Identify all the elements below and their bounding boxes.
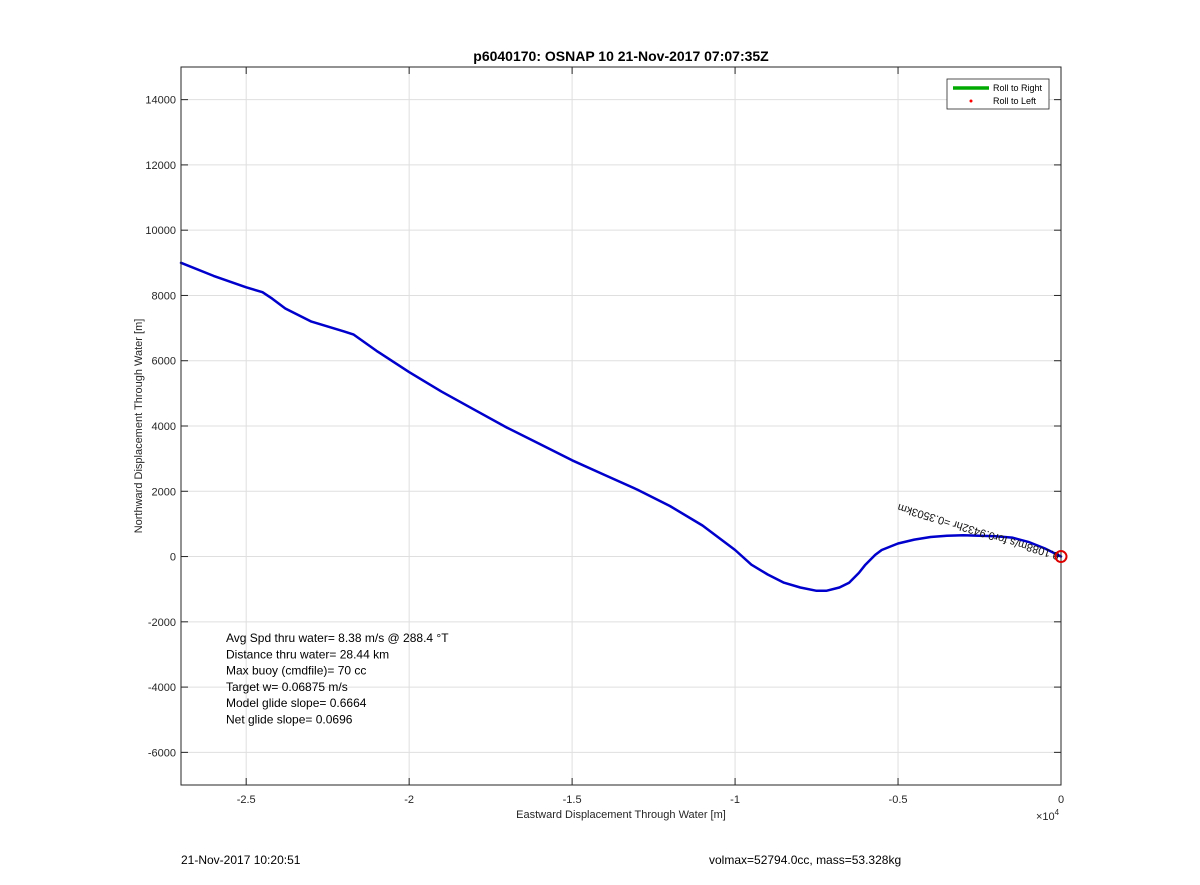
y-tick-label: 14000 [145,95,176,107]
x-exponent-base: ×10 [1036,811,1055,823]
x-tick-label: -2 [404,794,414,806]
x-axis-label: Eastward Displacement Through Water [m] [516,809,726,821]
legend-roll-right-label: Roll to Right [993,83,1043,93]
grid [181,67,1062,785]
x-tick-label: -2.5 [237,794,256,806]
footer-timestamp: 21-Nov-2017 10:20:51 [181,853,301,867]
y-tick-label: 10000 [145,225,176,237]
y-tick-label: 6000 [152,356,176,368]
legend: Roll to Right Roll to Left [946,78,1050,110]
legend-roll-left-swatch [969,99,973,103]
track-line [179,261,1063,593]
series-layer [179,261,1063,593]
x-exponent-power: 4 [1055,808,1060,817]
stats-line: Avg Spd thru water= 8.38 m/s @ 288.4 °T [226,631,449,645]
y-tick-label: 0 [170,552,176,564]
stats-line: Net glide slope= 0.0696 [226,713,353,727]
stats-line: Max buoy (cmdfile)= 70 cc [226,664,366,678]
svg-text:×104: ×104 [1036,808,1060,823]
x-tick-label: -0.5 [889,794,908,806]
stats-line: Model glide slope= 0.6664 [226,696,367,710]
y-tick-label: 12000 [145,160,176,172]
footer-mass-info: volmax=52794.0cc, mass=53.328kg [709,853,902,867]
y-axis-label: Northward Displacement Through Water [m] [133,319,145,534]
stats-line: Target w= 0.06875 m/s [226,680,348,694]
y-tick-label: -6000 [148,747,176,759]
axis-ticks: -2.5 -2 -1.5 -1 -0.5 0 -6000 -4000 -2000 0 2000 400… [145,67,1064,806]
x-tick-label: -1 [730,794,740,806]
y-tick-label: -4000 [148,682,176,694]
x-tick-label: -1.5 [563,794,582,806]
y-tick-label: -2000 [148,617,176,629]
y-tick-label: 2000 [152,486,176,498]
stats-line: Distance thru water= 28.44 km [226,647,389,661]
legend-roll-left-label: Roll to Left [993,96,1037,106]
x-tick-label: 0 [1058,794,1064,806]
y-tick-label: 8000 [152,290,176,302]
y-tick-label: 4000 [152,421,176,433]
stats-annotation: Avg Spd thru water= 8.38 m/s @ 288.4 °T D… [226,631,449,727]
plot-frame [180,66,1062,786]
end-position-marker [1054,550,1068,564]
x-exponent-label: ×104 [1036,808,1060,823]
chart-title: p6040170: OSNAP 10 21-Nov-2017 07:07:35Z [473,48,769,64]
